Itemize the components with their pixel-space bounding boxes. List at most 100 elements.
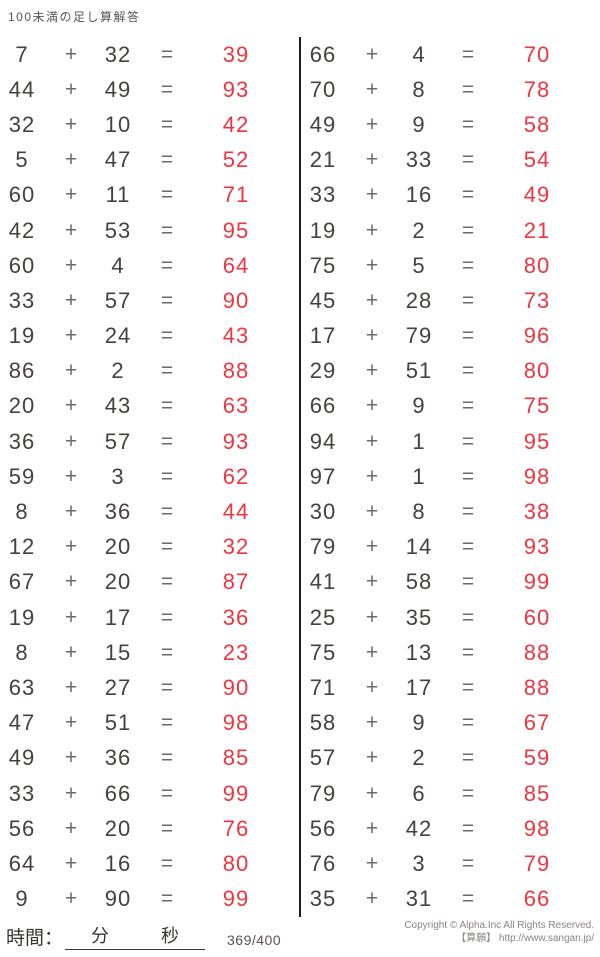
operand-a: 19 — [8, 604, 36, 630]
operand-b: 20 — [104, 815, 132, 841]
answer: 99 — [222, 886, 250, 912]
operand-b: 5 — [412, 252, 426, 278]
equals-icon: = — [461, 851, 475, 875]
plus-icon: + — [64, 394, 78, 418]
equals-icon: = — [160, 535, 174, 559]
operand-a: 76 — [309, 850, 337, 876]
equals-icon: = — [160, 781, 174, 805]
answer: 88 — [523, 674, 551, 700]
answer: 59 — [523, 745, 551, 771]
equals-icon: = — [461, 324, 475, 348]
equals-icon: = — [461, 746, 475, 770]
answer: 21 — [523, 217, 551, 243]
operand-a: 66 — [309, 393, 337, 419]
operand-b: 49 — [104, 76, 132, 102]
plus-icon: + — [365, 359, 379, 383]
operand-b: 24 — [104, 323, 132, 349]
operand-b: 35 — [405, 604, 433, 630]
plus-icon: + — [365, 500, 379, 524]
answer: 67 — [523, 710, 551, 736]
operand-a: 35 — [309, 886, 337, 912]
equals-icon: = — [160, 711, 174, 735]
equals-icon: = — [461, 42, 475, 66]
answer: 52 — [222, 147, 250, 173]
plus-icon: + — [365, 394, 379, 418]
plus-icon: + — [365, 218, 379, 242]
plus-icon: + — [64, 746, 78, 770]
plus-icon: + — [365, 429, 379, 453]
problem-row: 75 +13 = 88 — [301, 635, 600, 670]
operand-a: 97 — [309, 463, 337, 489]
problems-area: 7 +32 = 39 44 +49 = 93 32 +10 = 42 5 +47 = 52 60 +11 = 71 42… — [0, 37, 600, 917]
problem-row: 97 +1 = 98 — [301, 459, 600, 494]
operand-a: 19 — [309, 217, 337, 243]
operand-b: 57 — [104, 287, 132, 313]
operand-a: 49 — [309, 111, 337, 137]
plus-icon: + — [64, 288, 78, 312]
problem-row: 8 +36 = 44 — [0, 494, 299, 529]
operand-a: 42 — [8, 217, 36, 243]
minutes-unit-label: 分 — [91, 926, 110, 946]
equals-icon: = — [461, 816, 475, 840]
problem-row: 19 +2 = 21 — [301, 213, 600, 248]
operand-a: 67 — [8, 569, 36, 595]
operand-b: 66 — [104, 780, 132, 806]
problem-row: 19 +24 = 43 — [0, 319, 299, 354]
problem-row: 71 +17 = 88 — [301, 670, 600, 705]
answer: 99 — [523, 569, 551, 595]
plus-icon: + — [365, 570, 379, 594]
answer: 66 — [523, 886, 551, 912]
problem-row: 60 +11 = 71 — [0, 178, 299, 213]
plus-icon: + — [64, 675, 78, 699]
problem-row: 9 +90 = 99 — [0, 882, 299, 917]
plus-icon: + — [365, 781, 379, 805]
site-credit-line: 【算願】 http://www.sangan.jp/ — [456, 932, 594, 944]
answer: 43 — [222, 323, 250, 349]
operand-b: 16 — [405, 182, 433, 208]
equals-icon: = — [461, 640, 475, 664]
answer: 75 — [523, 393, 551, 419]
plus-icon: + — [365, 711, 379, 735]
operand-a: 94 — [309, 428, 337, 454]
operand-a: 79 — [309, 534, 337, 560]
plus-icon: + — [64, 816, 78, 840]
problem-row: 63 +27 = 90 — [0, 670, 299, 705]
operand-b: 3 — [412, 850, 426, 876]
answer: 71 — [222, 182, 250, 208]
problem-row: 41 +58 = 99 — [301, 565, 600, 600]
operand-b: 11 — [105, 182, 131, 208]
operand-a: 63 — [8, 674, 36, 700]
answer: 60 — [523, 604, 551, 630]
answer: 23 — [222, 639, 250, 665]
operand-a: 12 — [8, 534, 36, 560]
plus-icon: + — [64, 605, 78, 629]
operand-a: 20 — [8, 393, 36, 419]
operand-a: 75 — [309, 639, 337, 665]
plus-icon: + — [64, 640, 78, 664]
problem-row: 57 +2 = 59 — [301, 741, 600, 776]
equals-icon: = — [160, 464, 174, 488]
operand-a: 17 — [309, 323, 337, 349]
operand-a: 8 — [15, 639, 29, 665]
operand-b: 31 — [405, 886, 433, 912]
problem-row: 94 +1 = 95 — [301, 424, 600, 459]
operand-a: 70 — [309, 76, 337, 102]
equals-icon: = — [160, 640, 174, 664]
equals-icon: = — [461, 500, 475, 524]
answer: 73 — [523, 287, 551, 313]
plus-icon: + — [64, 464, 78, 488]
answer: 80 — [523, 252, 551, 278]
plus-icon: + — [64, 148, 78, 172]
equals-icon: = — [461, 253, 475, 277]
equals-icon: = — [160, 675, 174, 699]
plus-icon: + — [365, 253, 379, 277]
plus-icon: + — [64, 887, 78, 911]
problem-row: 86 +2 = 88 — [0, 354, 299, 389]
equals-icon: = — [160, 605, 174, 629]
operand-b: 20 — [104, 569, 132, 595]
answer: 88 — [523, 639, 551, 665]
equals-icon: = — [461, 781, 475, 805]
time-label: 時間： — [6, 928, 64, 949]
plus-icon: + — [64, 324, 78, 348]
answer: 78 — [523, 76, 551, 102]
